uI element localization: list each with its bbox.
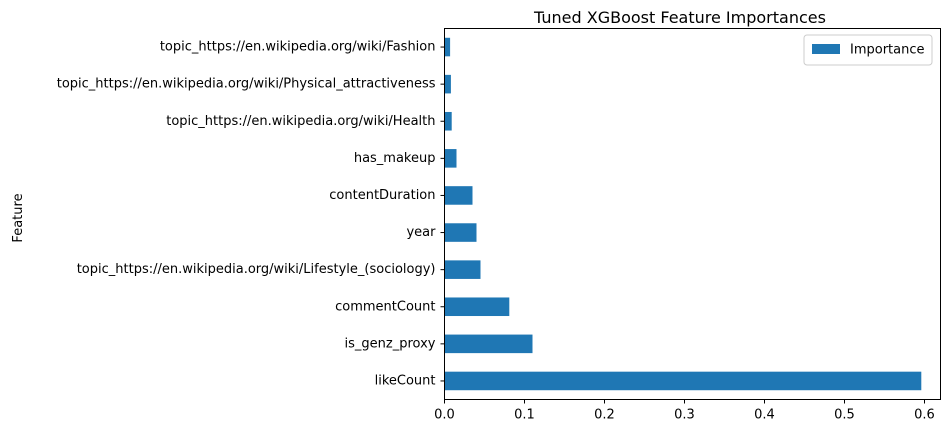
- y-tick-label-2: commentCount: [335, 299, 435, 314]
- bar-5: [444, 186, 473, 205]
- y-tick-label-9: topic_https://en.wikipedia.org/wiki/Fash…: [160, 40, 436, 55]
- legend-box: [803, 34, 933, 66]
- bars-group: [444, 37, 922, 391]
- bar-8: [444, 74, 451, 94]
- legend-swatch: [812, 44, 840, 54]
- x-axis-ticks: 0.0 0.1 0.2 0.3 0.4 0.5 0.6: [434, 399, 935, 423]
- bar-3: [444, 260, 481, 279]
- y-axis-label: Feature: [11, 193, 26, 242]
- y-tick-label-0: likeCount: [375, 373, 436, 388]
- bar-4: [444, 223, 477, 242]
- y-tick-label-3: topic_https://en.wikipedia.org/wiki/Life…: [77, 262, 436, 277]
- x-tick-label-6: 0.6: [914, 408, 935, 423]
- bar-9: [444, 37, 451, 57]
- chart-title: Tuned XGBoost Feature Importances: [533, 8, 826, 27]
- x-tick-label-5: 0.5: [834, 408, 855, 423]
- y-tick-label-6: has_makeup: [354, 151, 436, 166]
- x-tick-label-4: 0.4: [754, 408, 775, 423]
- legend: Importance: [803, 34, 933, 66]
- y-tick-label-4: year: [406, 225, 436, 240]
- bar-2: [444, 297, 510, 317]
- y-tick-label-8: topic_https://en.wikipedia.org/wiki/Phys…: [57, 77, 436, 92]
- y-tick-label-7: topic_https://en.wikipedia.org/wiki/Heal…: [166, 114, 435, 129]
- y-tick-label-1: is_genz_proxy: [345, 336, 436, 351]
- x-tick-label-3: 0.3: [674, 408, 695, 423]
- bar-0: [444, 371, 922, 391]
- x-tick-label-2: 0.2: [594, 408, 615, 423]
- bar-7: [444, 111, 452, 131]
- y-axis-ticks: likeCount is_genz_proxy commentCount topic_…: [57, 40, 445, 388]
- bar-6: [444, 149, 457, 168]
- plot-frame: [444, 28, 941, 400]
- y-tick-label-5: contentDuration: [329, 188, 435, 203]
- x-tick-label-1: 0.1: [514, 408, 535, 423]
- x-tick-label-0: 0.0: [434, 408, 455, 423]
- bar-1: [444, 334, 533, 354]
- legend-label: Importance: [850, 43, 925, 58]
